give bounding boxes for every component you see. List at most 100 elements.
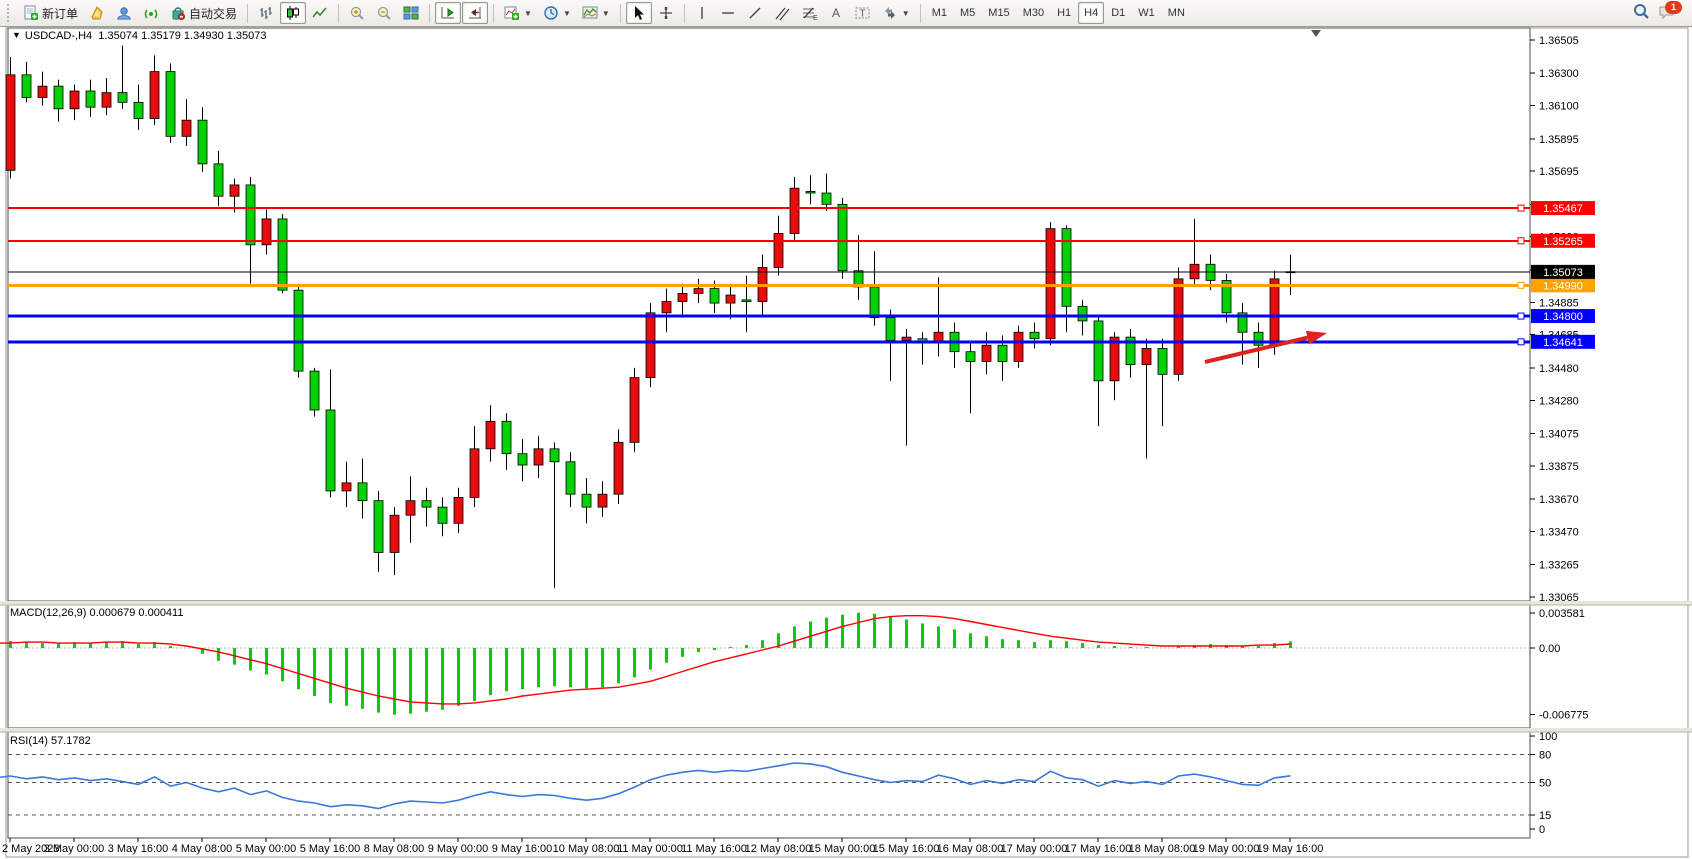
text-label-button[interactable]: T (849, 2, 876, 24)
auto-trading-label: 自动交易 (189, 6, 238, 21)
time-axis[interactable] (0, 840, 1530, 859)
line-chart-button[interactable] (307, 2, 333, 24)
zoom-in-button[interactable] (344, 2, 370, 24)
svg-text:9 May 00:00: 9 May 00:00 (428, 843, 489, 855)
fibonacci-button[interactable]: E (796, 2, 823, 24)
svg-text:16 May 08:00: 16 May 08:00 (937, 843, 1004, 855)
indicators-icon (504, 5, 520, 21)
community-button[interactable] (111, 2, 137, 24)
templates-button[interactable]: ▼ (577, 2, 615, 24)
level-price-label: 1.34641 (1531, 334, 1595, 349)
chevron-down-icon: ▼ (524, 8, 532, 18)
horizontal-level-line[interactable] (8, 338, 1530, 346)
zoom-out-icon (376, 5, 392, 21)
zoom-out-button[interactable] (371, 2, 397, 24)
periods-icon (543, 5, 559, 21)
macd-histogram (9, 612, 1292, 715)
tab-timeframe-mn[interactable]: MN (1162, 2, 1191, 24)
signals-button[interactable] (138, 2, 164, 24)
svg-text:1.33670: 1.33670 (1539, 494, 1579, 506)
svg-text:1.33875: 1.33875 (1539, 461, 1579, 473)
candlestick-chart-icon (285, 5, 301, 21)
tab-timeframe-m30[interactable]: M30 (1017, 2, 1050, 24)
line-chart-icon (312, 5, 328, 21)
toolbar-separator (683, 3, 685, 23)
text-label-icon: T (854, 5, 871, 21)
svg-text:19 May 00:00: 19 May 00:00 (1193, 843, 1260, 855)
chevron-down-icon: ▼ (601, 8, 610, 18)
tab-timeframe-w1[interactable]: W1 (1132, 2, 1161, 24)
trendline-button[interactable] (742, 2, 768, 24)
auto-trading-button[interactable]: 自动交易 (165, 2, 242, 24)
svg-text:0: 0 (1539, 824, 1545, 836)
svg-text:15 May 00:00: 15 May 00:00 (809, 843, 876, 855)
tab-timeframe-m5[interactable]: M5 (954, 2, 981, 24)
horizontal-level-line[interactable] (8, 204, 1530, 212)
svg-text:1.33065: 1.33065 (1539, 592, 1579, 604)
tab-timeframe-h1[interactable]: H1 (1051, 2, 1077, 24)
toolbar-grip[interactable] (7, 4, 14, 22)
svg-text:A: A (832, 6, 840, 20)
new-order-icon (23, 5, 39, 21)
tab-timeframe-h4[interactable]: H4 (1078, 2, 1105, 24)
vertical-line-icon (695, 5, 709, 21)
arrows-icon (882, 5, 898, 21)
chart-title: ▼ USDCAD-,H4 1.35074 1.35179 1.34930 1.35… (12, 30, 267, 42)
toolbar-separator (338, 3, 340, 23)
vertical-line-button[interactable] (690, 2, 714, 24)
chart-shift-marker-icon[interactable] (1311, 30, 1321, 37)
fibonacci-icon: E (801, 5, 818, 21)
search-icon[interactable] (1632, 2, 1650, 25)
candlestick-chart-button[interactable] (280, 2, 307, 24)
svg-text:0.003581: 0.003581 (1539, 608, 1585, 620)
horizontal-line-button[interactable] (715, 2, 741, 24)
horizontal-level-line[interactable] (8, 237, 1530, 245)
level-price-label: 1.34990 (1531, 278, 1595, 293)
cursor-button[interactable] (625, 2, 652, 24)
auto-trading-icon (170, 5, 186, 21)
tab-timeframe-d1[interactable]: D1 (1105, 2, 1131, 24)
tile-windows-button[interactable] (398, 2, 424, 24)
macd-panel-splitter[interactable] (0, 600, 1692, 605)
equidistant-channel-button[interactable] (769, 2, 795, 24)
arrows-button[interactable]: ▼ (877, 2, 915, 24)
svg-text:1.34480: 1.34480 (1539, 363, 1579, 375)
market-watch-button[interactable] (84, 2, 110, 24)
svg-text:1.35467: 1.35467 (1543, 203, 1583, 215)
rsi-panel-splitter[interactable] (0, 728, 1692, 733)
svg-text:5 May 00:00: 5 May 00:00 (236, 843, 297, 855)
horizontal-level-line[interactable] (8, 312, 1530, 320)
svg-text:80: 80 (1539, 750, 1551, 762)
zoom-in-icon (349, 5, 365, 21)
svg-text:1.36100: 1.36100 (1539, 101, 1579, 113)
candles-layer (5, 45, 1296, 589)
svg-text:17 May 00:00: 17 May 00:00 (1001, 843, 1068, 855)
svg-text:2 May 2023: 2 May 2023 (2, 843, 59, 855)
new-order-button[interactable]: 新订单 (18, 2, 83, 24)
svg-text:1.35073: 1.35073 (1543, 267, 1583, 279)
chart-dropdown-icon[interactable]: ▼ (12, 30, 21, 40)
svg-text:15 May 16:00: 15 May 16:00 (873, 843, 940, 855)
bar-chart-button[interactable] (253, 2, 279, 24)
periods-button[interactable]: ▼ (538, 2, 576, 24)
tab-timeframe-m15[interactable]: M15 (982, 2, 1015, 24)
chart-shift-button[interactable] (462, 2, 489, 24)
tab-timeframe-m1[interactable]: M1 (926, 2, 953, 24)
price-axis[interactable] (1530, 28, 1690, 838)
svg-text:100: 100 (1539, 731, 1557, 743)
svg-text:1.34885: 1.34885 (1539, 297, 1579, 309)
tile-windows-icon (403, 5, 419, 21)
indicators-button[interactable]: ▼ (499, 2, 537, 24)
notifications-button[interactable]: 1 (1658, 1, 1682, 23)
trend-arrow[interactable] (1204, 330, 1327, 364)
text-icon: A (829, 5, 843, 21)
crosshair-button[interactable] (653, 2, 679, 24)
macd-indicator-label: MACD(12,26,9) 0.000679 0.000411 (10, 607, 184, 619)
text-button[interactable]: A (824, 2, 848, 24)
toolbar-separator (247, 3, 249, 23)
svg-text:5 May 16:00: 5 May 16:00 (300, 843, 361, 855)
auto-scroll-button[interactable] (435, 2, 462, 24)
horizontal-level-line[interactable] (8, 281, 1530, 289)
